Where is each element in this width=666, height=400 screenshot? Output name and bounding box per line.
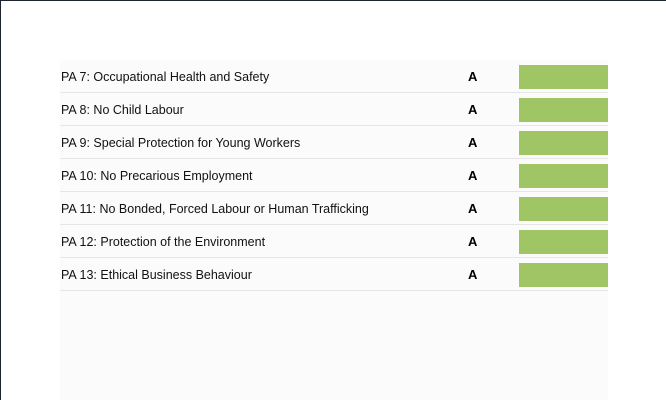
grade-color-swatch: [519, 263, 608, 287]
grade-value: A: [468, 267, 478, 282]
grade-value: A: [468, 69, 478, 84]
grade-value: A: [468, 201, 478, 216]
table-row: PA 11: No Bonded, Forced Labour or Human…: [60, 192, 608, 225]
performance-area-label: PA 7: Occupational Health and Safety: [61, 70, 270, 84]
grade-color-swatch: [519, 164, 608, 188]
performance-area-label: PA 8: No Child Labour: [61, 103, 184, 117]
grade-value: A: [468, 234, 478, 249]
grade-value: A: [468, 102, 478, 117]
table-row: PA 13: Ethical Business Behaviour A: [60, 258, 608, 291]
table-row: PA 12: Protection of the Environment A: [60, 225, 608, 258]
performance-area-label: PA 13: Ethical Business Behaviour: [61, 268, 252, 282]
grade-value: A: [468, 135, 478, 150]
grade-color-swatch: [519, 131, 608, 155]
performance-area-label: PA 11: No Bonded, Forced Labour or Human…: [61, 202, 369, 216]
grade-color-swatch: [519, 98, 608, 122]
performance-area-panel: PA 7: Occupational Health and Safety A P…: [60, 60, 608, 400]
table-row: PA 8: No Child Labour A: [60, 93, 608, 126]
table-row: PA 7: Occupational Health and Safety A: [60, 60, 608, 93]
grade-color-swatch: [519, 230, 608, 254]
grade-value: A: [468, 168, 478, 183]
performance-area-label: PA 9: Special Protection for Young Worke…: [61, 136, 301, 150]
table-row: PA 10: No Precarious Employment A: [60, 159, 608, 192]
grade-color-swatch: [519, 65, 608, 89]
performance-area-label: PA 12: Protection of the Environment: [61, 235, 266, 249]
table-row: PA 9: Special Protection for Young Worke…: [60, 126, 608, 159]
grade-color-swatch: [519, 197, 608, 221]
performance-area-table: PA 7: Occupational Health and Safety A P…: [60, 60, 608, 291]
performance-area-label: PA 10: No Precarious Employment: [61, 169, 253, 183]
